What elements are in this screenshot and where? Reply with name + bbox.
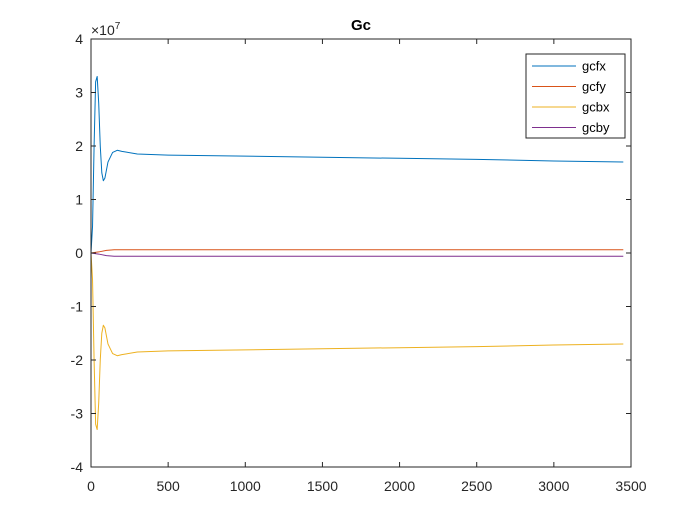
y-tick-label: -4: [71, 459, 84, 475]
y-tick-label: 3: [75, 85, 83, 101]
series-line-gcfy: [90, 249, 624, 254]
y-tick-label: -2: [71, 352, 84, 368]
y-tick-label: -1: [71, 299, 84, 315]
x-tick-label: 2000: [384, 478, 415, 494]
chart-title: Gc: [351, 17, 371, 34]
y-tick-label: 0: [75, 245, 83, 261]
y-tick-label: 2: [75, 138, 83, 154]
legend: gcfx gcfy gcbx gcby: [525, 53, 626, 139]
legend-box: [525, 53, 626, 139]
x-tick-label: 3500: [615, 478, 646, 494]
x-tick-label: 1500: [307, 478, 338, 494]
x-tick-label: 2500: [461, 478, 492, 494]
y-tick-label: 4: [75, 31, 83, 47]
legend-label-gcfx: gcfx: [582, 59, 606, 74]
legend-label-gcby: gcby: [582, 120, 610, 135]
y-axis-exponent: 7: [115, 21, 121, 32]
y-axis-exponent-label: ×107: [91, 21, 121, 38]
y-tick-label: -3: [71, 406, 84, 422]
x-tick-label: 0: [87, 478, 95, 494]
series-line-gcby: [90, 252, 624, 257]
x-tick-label: 3000: [538, 478, 569, 494]
y-tick-label: 1: [75, 192, 83, 208]
y-axis-multiplier: ×10: [91, 22, 115, 38]
x-tick-label: 500: [156, 478, 180, 494]
series-line-gcfx: [90, 75, 624, 254]
legend-label-gcfy: gcfy: [582, 79, 606, 94]
series-line-gcbx: [90, 252, 624, 431]
legend-label-gcbx: gcbx: [582, 100, 610, 115]
x-tick-label: 1000: [230, 478, 261, 494]
tick-layer: 0 500 1000 1500 2000 2500 3000 3500 -4 -3 -2 -1 0 1 2 3…: [71, 31, 647, 494]
series-layer: [90, 75, 624, 431]
